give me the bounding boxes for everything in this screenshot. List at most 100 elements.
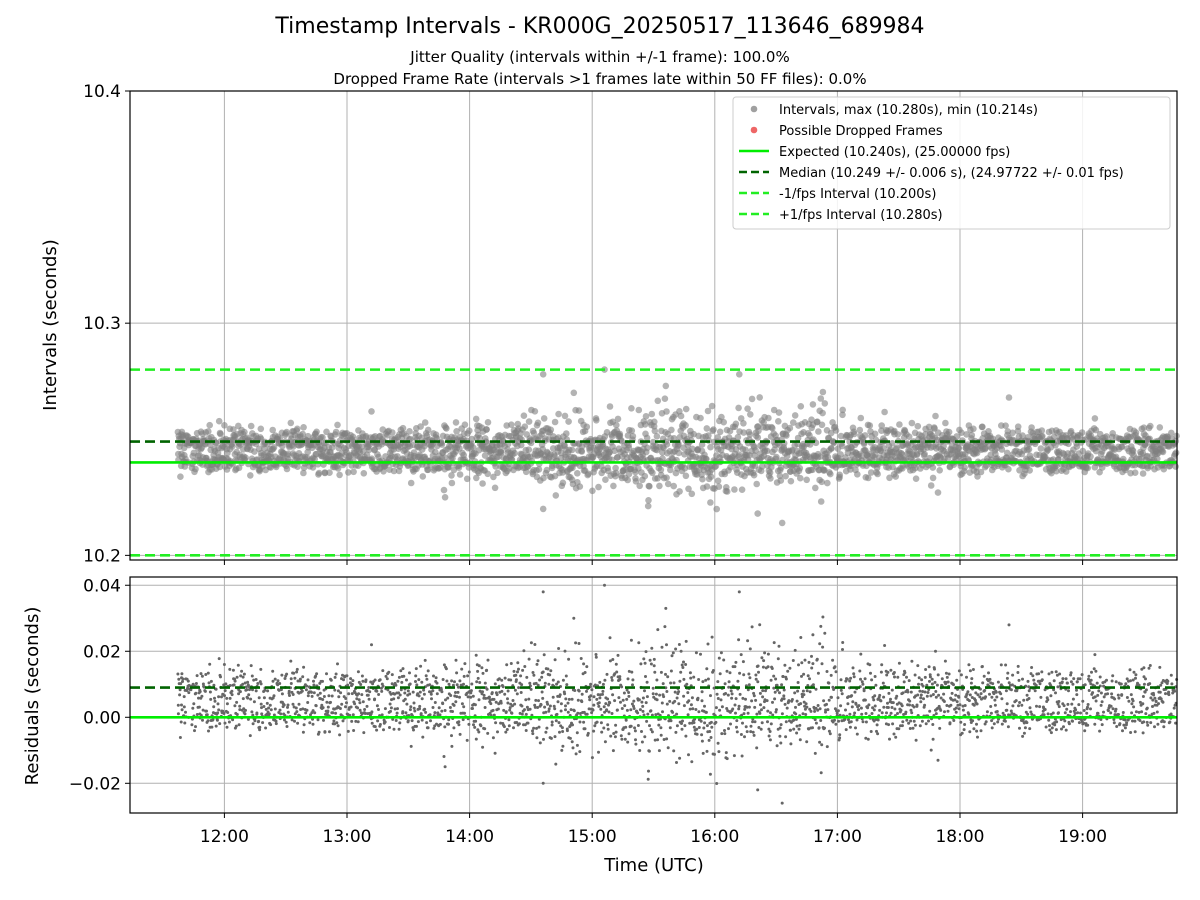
residual-point xyxy=(538,741,542,745)
residual-point xyxy=(675,712,679,716)
intervals-scatter xyxy=(174,366,1180,527)
interval-point xyxy=(251,448,258,455)
residual-point xyxy=(795,699,799,703)
residual-point xyxy=(392,727,396,731)
residual-point xyxy=(507,718,511,722)
residual-point xyxy=(863,677,867,681)
interval-point xyxy=(707,473,715,481)
interval-point xyxy=(643,434,651,442)
residual-point xyxy=(642,713,646,717)
interval-point xyxy=(612,464,619,472)
residual-point xyxy=(820,743,824,747)
residual-point xyxy=(614,730,618,734)
residual-point xyxy=(930,682,934,686)
residual-point xyxy=(859,706,863,710)
residual-point xyxy=(688,671,692,675)
residual-point xyxy=(636,724,640,727)
interval-point xyxy=(1026,467,1033,474)
residual-point xyxy=(879,699,883,703)
interval-point xyxy=(713,505,720,513)
residual-point xyxy=(631,683,634,687)
residual-point xyxy=(755,746,759,750)
residual-point xyxy=(737,638,741,642)
residual-point xyxy=(911,726,915,730)
interval-point xyxy=(602,476,609,484)
interval-point xyxy=(389,429,396,436)
residual-point xyxy=(891,722,895,726)
residual-point xyxy=(775,683,779,687)
residual-point xyxy=(507,724,511,728)
residual-point xyxy=(864,736,868,740)
interval-point xyxy=(390,467,398,475)
residual-point xyxy=(663,625,667,629)
residual-point xyxy=(380,689,384,693)
residual-point xyxy=(301,730,305,734)
residual-point xyxy=(723,732,727,736)
residual-point xyxy=(508,706,512,710)
residual-point xyxy=(846,702,850,706)
interval-point xyxy=(641,472,649,480)
residual-point xyxy=(286,703,290,707)
residual-point xyxy=(506,697,509,701)
residual-point xyxy=(373,697,377,701)
interval-point xyxy=(827,470,834,478)
interval-point xyxy=(688,490,696,498)
residual-point xyxy=(697,710,701,714)
residual-point xyxy=(626,740,630,744)
interval-point xyxy=(657,466,665,474)
interval-point xyxy=(819,388,827,396)
residual-point xyxy=(513,702,517,706)
interval-point xyxy=(570,389,578,397)
residual-point xyxy=(365,704,369,708)
residual-point xyxy=(593,683,597,687)
residual-point xyxy=(837,719,841,723)
residual-point xyxy=(358,701,362,705)
interval-point xyxy=(777,464,785,472)
residual-point xyxy=(797,663,800,667)
interval-point xyxy=(670,482,677,490)
residual-point xyxy=(677,690,681,694)
residual-point xyxy=(717,656,721,660)
residual-point xyxy=(825,670,829,673)
residual-point xyxy=(751,730,755,734)
residual-point xyxy=(681,666,685,669)
residual-point xyxy=(652,657,656,661)
residual-point xyxy=(782,697,786,701)
residual-point xyxy=(910,659,914,663)
interval-point xyxy=(283,428,290,436)
residual-point xyxy=(441,702,445,706)
residual-point xyxy=(748,676,752,680)
residual-point xyxy=(718,672,722,676)
residual-point xyxy=(666,675,670,679)
interval-point xyxy=(783,432,790,439)
residual-point xyxy=(867,703,871,707)
residual-point xyxy=(640,700,644,704)
residual-point xyxy=(792,727,796,731)
residual-point xyxy=(776,688,780,692)
residual-point xyxy=(680,663,684,667)
residual-point xyxy=(477,698,481,702)
residual-point xyxy=(632,699,636,703)
residual-point xyxy=(873,675,877,678)
residual-point xyxy=(727,685,731,689)
residual-point xyxy=(616,653,620,657)
residual-point xyxy=(373,725,377,729)
residual-point xyxy=(349,705,353,709)
interval-point xyxy=(889,440,896,447)
residual-point xyxy=(875,723,879,727)
residual-point xyxy=(874,683,878,687)
interval-point xyxy=(349,433,357,441)
residual-point xyxy=(719,651,723,655)
residual-point xyxy=(506,701,510,705)
residual-point xyxy=(735,719,739,723)
interval-point xyxy=(832,427,840,434)
residual-point xyxy=(643,661,647,665)
interval-point xyxy=(606,403,614,410)
interval-point xyxy=(945,428,953,436)
residual-point xyxy=(401,710,405,714)
residual-point xyxy=(944,671,948,675)
residual-point xyxy=(476,676,480,680)
residual-point xyxy=(643,735,647,739)
residual-point xyxy=(531,671,535,674)
residual-point xyxy=(497,677,501,681)
